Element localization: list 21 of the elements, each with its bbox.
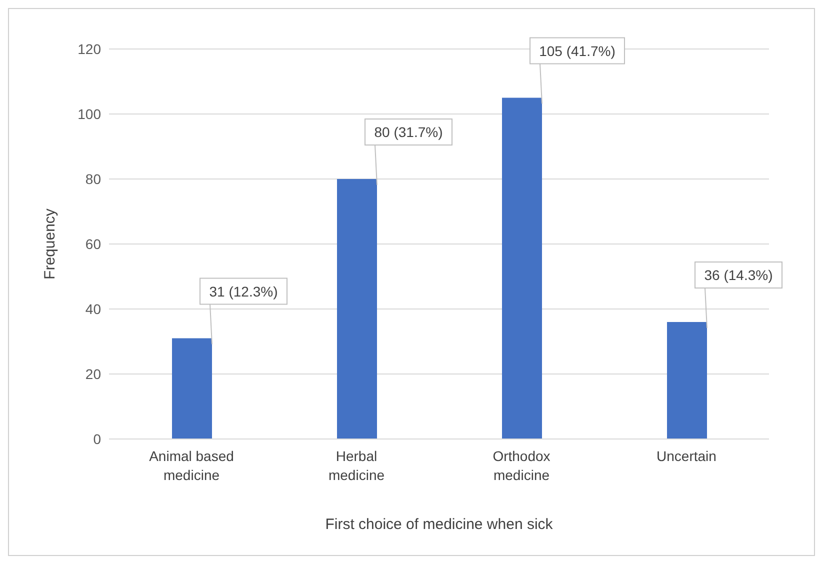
y-tick-label: 20	[85, 366, 102, 382]
data-label: 80 (31.7%)	[374, 124, 443, 140]
data-label: 105 (41.7%)	[539, 42, 616, 59]
y-tick-label: 80	[85, 170, 102, 187]
data-label: 36 (14.3%)	[704, 267, 773, 283]
y-axis-title: Frequency	[41, 208, 58, 280]
x-tick-label: Uncertain	[656, 448, 716, 464]
bar	[337, 179, 377, 439]
y-tick-label: 40	[85, 300, 102, 317]
bar	[172, 338, 212, 439]
bar	[667, 322, 707, 439]
data-label: 31 (12.3%)	[209, 283, 278, 300]
x-tick-label: Orthodox medicine	[492, 448, 550, 483]
y-tick-label: 60	[85, 236, 102, 252]
y-tick-label: 100	[78, 106, 102, 122]
y-tick-label: 120	[78, 40, 102, 57]
bar	[502, 98, 542, 439]
x-tick-label: Herbal medicine	[328, 448, 385, 483]
y-tick-label: 0	[93, 430, 102, 447]
x-tick-label: Animal based medicine	[149, 448, 234, 483]
x-axis-title: First choice of medicine when sick	[325, 516, 554, 533]
